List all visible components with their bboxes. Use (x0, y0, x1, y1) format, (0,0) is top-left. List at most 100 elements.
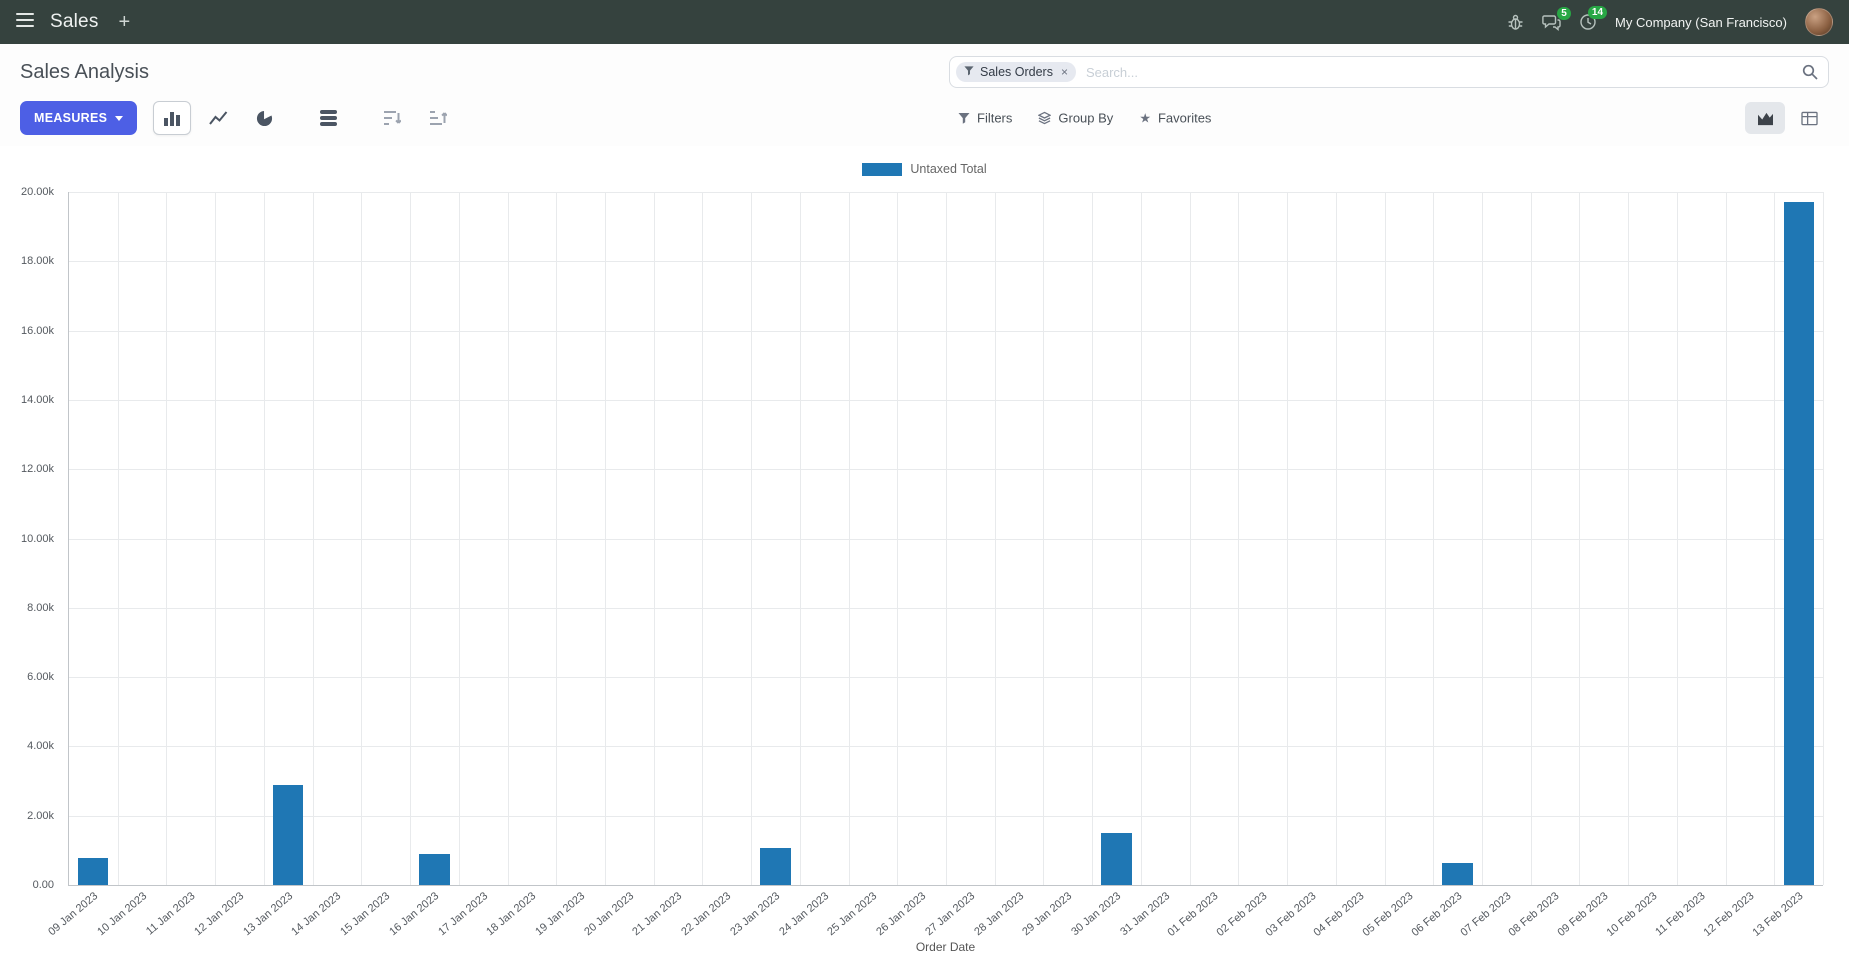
x-tick-label: 30 Jan 2023 (1069, 890, 1124, 939)
bar-16-jan-2023[interactable] (419, 853, 450, 885)
messages-icon[interactable]: 5 (1542, 6, 1572, 31)
gridline-vertical (410, 192, 412, 885)
x-tick-label: 12 Jan 2023 (192, 890, 247, 939)
gridline-vertical (1335, 192, 1337, 885)
gridline-vertical (458, 192, 460, 885)
filters-label: Filters (977, 110, 1013, 126)
gridline-vertical (1530, 192, 1532, 885)
x-tick-label: 25 Jan 2023 (825, 890, 880, 939)
graph-view-button[interactable] (1745, 102, 1785, 134)
x-tick-label: 10 Feb 2023 (1604, 890, 1660, 939)
y-tick-label: 14.00k (20, 393, 54, 406)
gridline-vertical (751, 192, 753, 885)
gridline-vertical (1823, 192, 1824, 885)
y-tick-label: 0.00 (32, 879, 54, 891)
user-avatar[interactable] (1805, 8, 1833, 36)
gridline-vertical (994, 192, 996, 885)
y-tick-label: 6.00k (27, 671, 54, 684)
x-tick-label: 01 Feb 2023 (1165, 890, 1221, 939)
gridline-vertical (556, 192, 558, 885)
x-tick-label: 13 Jan 2023 (240, 890, 295, 939)
x-tick-label: 19 Jan 2023 (533, 890, 588, 939)
y-tick-label: 8.00k (27, 601, 54, 614)
bar-13-feb-2023[interactable] (1783, 202, 1814, 885)
debug-bug-icon[interactable] (1507, 14, 1524, 31)
company-switcher[interactable]: My Company (San Francisco) (1615, 14, 1787, 30)
bar-13-jan-2023[interactable] (273, 784, 304, 885)
gridline-vertical (361, 192, 363, 885)
hamburger-icon (16, 12, 34, 32)
nav-plus-button[interactable]: + (118, 11, 131, 33)
page-title: Sales Analysis (20, 60, 149, 83)
gridline-vertical (507, 192, 509, 885)
x-tick-label: 29 Jan 2023 (1020, 890, 1075, 939)
facet-label: Sales Orders (980, 65, 1053, 79)
gridline-vertical (1725, 192, 1727, 885)
chart-type-line-button[interactable] (199, 101, 237, 135)
y-tick-label: 16.00k (20, 324, 54, 337)
x-tick-label: 27 Jan 2023 (922, 890, 978, 939)
bar-09-jan-2023[interactable] (78, 857, 109, 885)
favorites-button[interactable]: ★ Favorites (1139, 111, 1211, 126)
apps-menu-button[interactable] (16, 12, 34, 32)
app-name[interactable]: Sales (50, 11, 99, 32)
x-tick-label: 22 Jan 2023 (679, 890, 734, 939)
x-axis-title: Order Date (915, 940, 976, 954)
sort-ascending-button[interactable] (419, 101, 457, 135)
gridline-vertical (117, 192, 119, 885)
gridline-vertical (1287, 192, 1289, 885)
legend-label: Untaxed Total (910, 162, 987, 176)
search-input[interactable] (1085, 64, 1792, 80)
sort-descending-button[interactable] (373, 101, 411, 135)
gridline-vertical (1043, 192, 1045, 885)
stacked-toggle-button[interactable] (309, 101, 347, 135)
layers-icon (1038, 111, 1052, 125)
x-tick-label: 13 Feb 2023 (1750, 890, 1806, 939)
x-tick-label: 07 Feb 2023 (1457, 890, 1514, 939)
gridline-vertical (702, 192, 704, 885)
bar-06-feb-2023[interactable] (1442, 863, 1473, 885)
group-by-button[interactable]: Group By (1038, 111, 1113, 126)
gridline-vertical (1774, 192, 1776, 885)
gridline-vertical (263, 192, 265, 885)
x-tick-label: 08 Feb 2023 (1506, 890, 1562, 939)
search-icon[interactable] (1802, 64, 1818, 80)
gridline-vertical (1433, 192, 1435, 885)
gridline-vertical (166, 192, 168, 885)
bar-23-jan-2023[interactable] (760, 847, 791, 885)
chart-type-bar-button[interactable] (153, 101, 192, 135)
y-tick-label: 12.00k (20, 463, 54, 476)
x-tick-label: 14 Jan 2023 (289, 890, 344, 939)
gridline-vertical (1481, 192, 1483, 885)
filter-funnel-icon (958, 112, 970, 124)
bar-30-jan-2023[interactable] (1101, 833, 1132, 885)
x-tick-label: 02 Feb 2023 (1214, 890, 1270, 939)
activities-clock-icon[interactable]: 14 (1579, 6, 1608, 31)
x-tick-label: 26 Jan 2023 (874, 890, 929, 939)
legend-item[interactable]: Untaxed Total (0, 162, 1849, 176)
gridline-vertical (799, 192, 801, 885)
gridline-vertical (1676, 192, 1678, 885)
x-tick-label: 16 Jan 2023 (387, 890, 442, 939)
search-bar[interactable]: Sales Orders × (949, 56, 1829, 88)
pivot-view-button[interactable] (1789, 102, 1829, 134)
y-tick-label: 18.00k (20, 255, 54, 268)
y-tick-label: 10.00k (20, 532, 54, 545)
x-tick-label: 10 Jan 2023 (94, 890, 149, 939)
y-tick-label: 4.00k (27, 740, 54, 753)
x-tick-label: 11 Jan 2023 (144, 890, 198, 938)
chart-type-pie-button[interactable] (245, 101, 283, 135)
favorites-label: Favorites (1157, 110, 1212, 126)
x-tick-label: 21 Jan 2023 (630, 890, 685, 939)
measures-button[interactable]: MEASURES (20, 101, 138, 135)
search-facet[interactable]: Sales Orders × (956, 62, 1076, 82)
y-tick-label: 2.00k (27, 809, 54, 822)
gridline-vertical (604, 192, 606, 885)
filters-button[interactable]: Filters (958, 111, 1012, 126)
x-tick-label: 28 Jan 2023 (971, 890, 1026, 939)
x-tick-label: 20 Jan 2023 (581, 890, 637, 939)
x-tick-label: 06 Feb 2023 (1409, 890, 1465, 939)
gridline-vertical (848, 192, 850, 885)
gridline-vertical (1140, 192, 1142, 885)
facet-remove-icon[interactable]: × (1060, 65, 1068, 79)
